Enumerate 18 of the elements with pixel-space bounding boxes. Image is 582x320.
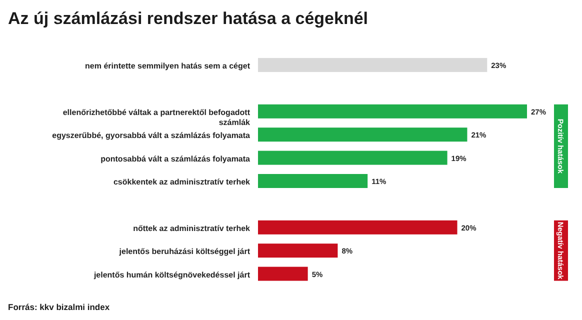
y-tick-label: csökkentek az adminisztratív terhek (113, 178, 251, 186)
y-tick-label: pontosabbá vált a számlázás folyamata (100, 154, 251, 164)
chart-title: Az új számlázási rendszer hatása a cégeknél (8, 9, 368, 28)
y-tick-label: nem érintette semmilyen hatás sem a céget (85, 62, 250, 70)
y-tick-label: jelentős beruházási költséggel járt (118, 247, 250, 256)
bar (258, 244, 338, 258)
y-tick-label: jelentős humán költségnövekedéssel járt (92, 270, 250, 280)
bar (258, 150, 448, 165)
y-tick-label: egyszerűbbé, gyorsabbá vált a számlázás folyamata (52, 131, 251, 140)
y-tick-label: ellenőrizhetőbbé váltak a partnerektől befogadott számlák (62, 108, 251, 127)
bar (258, 220, 458, 234)
text: Forrás: kkv bizalmi index (8, 302, 110, 312)
bar (258, 266, 308, 281)
bar (258, 104, 527, 118)
bar (258, 58, 488, 72)
y-tick-label: nőttek az adminisztratív terhek (133, 224, 251, 233)
bar (258, 174, 368, 188)
bar (258, 128, 468, 142)
